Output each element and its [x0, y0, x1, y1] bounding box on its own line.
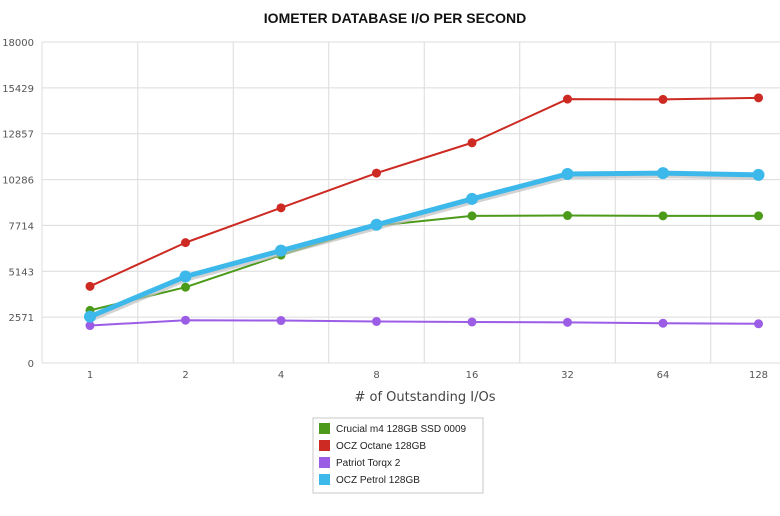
- data-point: [84, 310, 96, 323]
- data-point: [372, 168, 381, 178]
- data-point: [657, 167, 669, 180]
- legend-swatch: [319, 474, 330, 485]
- y-tick-label: 0: [28, 359, 34, 370]
- legend-label: Patriot Torqx 2: [336, 458, 401, 469]
- x-tick-label: 32: [561, 370, 574, 381]
- data-point: [658, 94, 668, 104]
- data-point: [466, 192, 478, 205]
- y-tick-label: 12857: [2, 130, 34, 141]
- series-1: [85, 93, 763, 291]
- data-point: [754, 93, 763, 103]
- y-tick-label: 18000: [2, 38, 34, 49]
- data-point: [181, 238, 190, 248]
- data-point: [85, 321, 95, 331]
- data-point: [658, 211, 668, 221]
- y-tick-label: 10286: [2, 176, 34, 187]
- data-point: [752, 168, 765, 181]
- data-point: [85, 281, 95, 291]
- legend: Crucial m4 128GB SSD 0009 OCZ Octane 128G…: [312, 417, 484, 494]
- legend-label: OCZ Octane 128GB: [336, 441, 426, 452]
- series-line: [89, 96, 759, 288]
- y-tick-label: 5143: [9, 267, 34, 278]
- legend-swatch: [319, 457, 330, 468]
- y-axis-ticks: 0 2571 5143 7714 10286 12857 15429 18000: [2, 38, 34, 370]
- series-3: [84, 167, 765, 323]
- data-point: [181, 282, 190, 292]
- data-point: [754, 211, 763, 221]
- chart-title: IOMETER DATABASE I/O PER SECOND: [264, 10, 526, 26]
- legend-label: Crucial m4 128GB SSD 0009: [336, 424, 467, 435]
- grid: [41, 41, 780, 364]
- legend-swatch: [319, 440, 330, 451]
- x-tick-label: 1: [87, 370, 93, 381]
- x-tick-label: 128: [749, 370, 768, 381]
- series-line-shadow: [89, 172, 760, 322]
- data-point: [276, 203, 286, 213]
- data-point: [561, 167, 574, 180]
- data-point: [181, 315, 190, 325]
- legend-box: [312, 417, 484, 494]
- legend-swatch: [319, 423, 330, 434]
- series-lines: [84, 93, 765, 331]
- data-point: [467, 317, 477, 327]
- legend-label: OCZ Petrol 128GB: [336, 475, 420, 486]
- y-tick-label: 7714: [9, 221, 34, 232]
- y-tick-label: 15429: [2, 84, 34, 95]
- data-point: [658, 318, 668, 328]
- x-axis-label: # of Outstanding I/Os: [354, 390, 495, 405]
- data-point: [372, 316, 381, 326]
- x-tick-label: 8: [373, 370, 379, 381]
- data-point: [754, 319, 763, 329]
- data-point: [370, 218, 383, 231]
- x-tick-label: 4: [278, 370, 284, 381]
- x-tick-label: 16: [466, 370, 479, 381]
- data-point: [179, 270, 192, 283]
- data-point: [467, 211, 477, 221]
- x-tick-label: 2: [182, 370, 188, 381]
- data-point: [563, 211, 572, 221]
- data-point: [276, 316, 286, 326]
- series-line: [89, 170, 759, 319]
- data-point: [563, 317, 572, 327]
- y-tick-label: 2571: [9, 313, 34, 324]
- x-tick-label: 64: [657, 370, 670, 381]
- x-axis-ticks: 1 2 4 8 16 32 64 128: [87, 370, 768, 381]
- series-line: [89, 214, 759, 312]
- series-2: [85, 315, 763, 331]
- data-point: [563, 94, 572, 104]
- series-line: [89, 319, 759, 327]
- data-point: [275, 244, 287, 257]
- data-point: [467, 138, 477, 148]
